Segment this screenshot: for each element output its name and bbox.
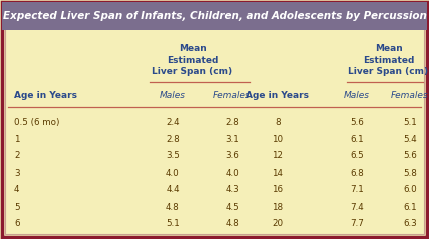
- Text: 14: 14: [272, 168, 284, 178]
- Text: 4.3: 4.3: [225, 185, 239, 195]
- Text: 5.1: 5.1: [403, 118, 417, 126]
- Text: 5.6: 5.6: [350, 118, 364, 126]
- Text: 4: 4: [14, 185, 19, 195]
- Text: Females: Females: [391, 91, 429, 99]
- Text: 6.3: 6.3: [403, 219, 417, 228]
- Text: 4.8: 4.8: [166, 202, 180, 212]
- Text: Age in Years: Age in Years: [14, 91, 77, 99]
- Text: 7.4: 7.4: [350, 202, 364, 212]
- Text: Mean
Estimated
Liver Span (cm): Mean Estimated Liver Span (cm): [152, 44, 233, 76]
- Text: 1: 1: [14, 135, 19, 143]
- Text: 10: 10: [272, 135, 284, 143]
- Text: 2: 2: [14, 152, 19, 161]
- Text: 6.8: 6.8: [350, 168, 364, 178]
- Text: 6.1: 6.1: [403, 202, 417, 212]
- Text: Males: Males: [160, 91, 186, 99]
- Text: 4.5: 4.5: [225, 202, 239, 212]
- Text: Mean
Estimated
Liver Span (cm): Mean Estimated Liver Span (cm): [348, 44, 429, 76]
- Text: 4.4: 4.4: [166, 185, 180, 195]
- Text: 4.0: 4.0: [166, 168, 180, 178]
- Text: 5.1: 5.1: [166, 219, 180, 228]
- Text: 7.7: 7.7: [350, 219, 364, 228]
- Text: 4.0: 4.0: [225, 168, 239, 178]
- Text: 2.4: 2.4: [166, 118, 180, 126]
- Text: 18: 18: [272, 202, 284, 212]
- Text: 12: 12: [272, 152, 284, 161]
- Text: 5.8: 5.8: [403, 168, 417, 178]
- Text: 20: 20: [272, 219, 284, 228]
- Text: 6: 6: [14, 219, 19, 228]
- Text: 2.8: 2.8: [225, 118, 239, 126]
- Text: 7.1: 7.1: [350, 185, 364, 195]
- Text: 0.5 (6 mo): 0.5 (6 mo): [14, 118, 60, 126]
- Bar: [2, 2, 427, 30]
- Text: 6.1: 6.1: [350, 135, 364, 143]
- Text: 5: 5: [14, 202, 20, 212]
- Text: 2.8: 2.8: [166, 135, 180, 143]
- Text: 16: 16: [272, 185, 284, 195]
- Text: 5.4: 5.4: [403, 135, 417, 143]
- Text: 6.5: 6.5: [350, 152, 364, 161]
- Text: 6.0: 6.0: [403, 185, 417, 195]
- Text: 3: 3: [14, 168, 20, 178]
- Text: 3.6: 3.6: [225, 152, 239, 161]
- Text: Expected Liver Span of Infants, Children, and Adolescents by Percussion: Expected Liver Span of Infants, Children…: [3, 11, 426, 21]
- Text: 3.5: 3.5: [166, 152, 180, 161]
- Text: Females: Females: [213, 91, 251, 99]
- Text: 5.6: 5.6: [403, 152, 417, 161]
- Text: 3.1: 3.1: [225, 135, 239, 143]
- Text: 4.8: 4.8: [225, 219, 239, 228]
- Text: 8: 8: [275, 118, 281, 126]
- Text: Age in Years: Age in Years: [247, 91, 309, 99]
- Text: Males: Males: [344, 91, 370, 99]
